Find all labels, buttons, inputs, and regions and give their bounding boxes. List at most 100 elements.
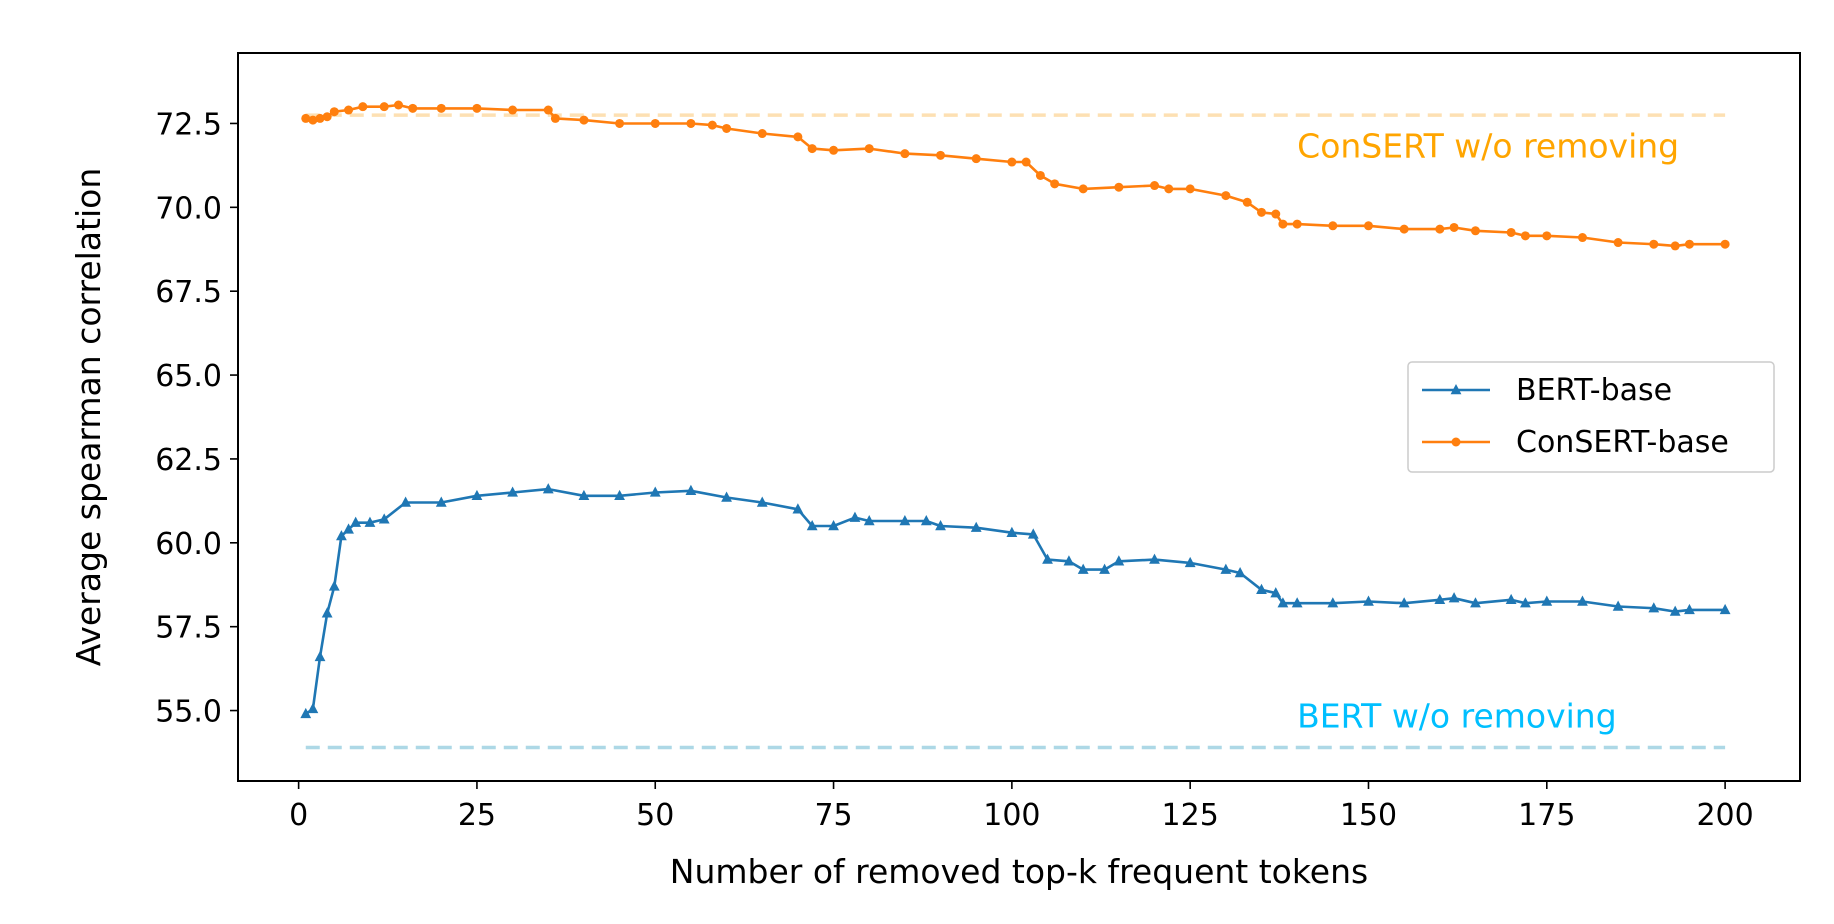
data-point	[471, 489, 483, 501]
data-point	[1448, 592, 1460, 603]
data-point	[1719, 603, 1731, 615]
data-point	[920, 515, 932, 526]
data-point	[1449, 222, 1459, 232]
y-tick-label: 60.0	[155, 527, 222, 562]
data-point	[1114, 182, 1124, 192]
data-point	[1063, 555, 1075, 566]
data-point	[329, 107, 339, 117]
data-point	[936, 150, 946, 160]
legend-label: ConSERT-base	[1516, 425, 1729, 460]
y-tick-label: 72.5	[155, 107, 222, 142]
y-tick-label: 55.0	[155, 695, 222, 730]
data-point	[722, 123, 732, 133]
data-point	[756, 496, 768, 507]
data-point	[1669, 605, 1681, 616]
plot-frame	[237, 52, 1801, 782]
data-point	[314, 650, 326, 662]
data-point	[1612, 600, 1624, 611]
data-point	[757, 129, 767, 139]
data-point	[315, 113, 325, 123]
data-point	[408, 103, 418, 113]
data-point	[307, 702, 319, 714]
data-point	[578, 489, 590, 501]
data-point	[1078, 184, 1088, 194]
data-point	[1327, 597, 1339, 608]
data-point	[793, 132, 803, 142]
data-point	[707, 120, 717, 130]
x-tick-label: 25	[458, 798, 496, 833]
data-point	[1021, 157, 1031, 167]
x-tick-label: 150	[1340, 798, 1397, 833]
data-point	[1185, 184, 1195, 194]
data-point	[721, 491, 732, 502]
data-point	[1649, 239, 1659, 249]
data-point	[649, 486, 661, 497]
data-point	[1042, 553, 1053, 564]
annotations: ConSERT w/o removing BERT w/o removing	[1297, 126, 1679, 735]
data-point	[1007, 157, 1017, 167]
y-axis-ticks: 55.0 57.5 60.0 62.5 65.0 67.5 70.0 72.5	[155, 107, 238, 730]
data-point	[308, 115, 318, 125]
y-tick-label: 57.5	[155, 611, 222, 646]
data-point	[1242, 197, 1252, 207]
data-point	[364, 516, 376, 527]
data-point	[1220, 563, 1232, 574]
data-point	[350, 516, 362, 527]
data-point	[1470, 597, 1481, 608]
data-point	[828, 520, 839, 531]
data-point	[829, 145, 839, 155]
data-point	[1234, 567, 1246, 578]
data-point	[1221, 191, 1231, 201]
data-point	[863, 515, 875, 526]
series-layer	[300, 100, 1731, 719]
x-tick-label: 125	[1162, 798, 1219, 833]
data-point	[1291, 597, 1303, 608]
data-point	[1470, 226, 1480, 236]
data-point	[900, 149, 910, 159]
data-point	[393, 100, 403, 110]
data-point	[1720, 239, 1730, 249]
x-axis-label: Number of removed top-k frequent tokens	[670, 852, 1368, 891]
data-point	[971, 154, 981, 164]
data-point	[1113, 555, 1125, 566]
data-point	[1541, 595, 1553, 606]
y-axis-label: Average spearman correlation	[69, 168, 108, 667]
data-point	[685, 484, 697, 496]
data-point	[1434, 593, 1446, 605]
data-point	[1271, 209, 1281, 219]
data-point	[400, 496, 412, 507]
data-point	[328, 580, 340, 591]
data-point	[472, 103, 482, 113]
data-point	[970, 521, 982, 532]
data-point	[1149, 553, 1160, 564]
data-point	[615, 118, 625, 128]
data-point	[1035, 170, 1045, 180]
data-point	[1184, 556, 1196, 568]
x-tick-label: 50	[636, 798, 674, 833]
data-point	[1270, 587, 1282, 598]
data-point	[935, 520, 946, 531]
data-point	[1077, 563, 1089, 574]
data-point	[899, 515, 911, 526]
data-point	[1363, 221, 1373, 231]
data-point	[358, 102, 368, 112]
x-tick-label: 0	[289, 798, 308, 833]
reference-lines	[305, 113, 1726, 750]
data-point	[321, 607, 333, 618]
data-point	[336, 530, 347, 541]
data-point	[343, 523, 354, 534]
data-point	[1542, 231, 1552, 241]
data-point	[1435, 224, 1445, 234]
data-point	[1670, 241, 1680, 251]
series-1	[301, 100, 1730, 251]
data-point	[1278, 219, 1288, 229]
data-point	[650, 118, 660, 128]
data-point	[1164, 184, 1174, 194]
y-tick-label: 65.0	[155, 359, 222, 394]
data-point	[344, 105, 354, 115]
data-point	[1577, 233, 1587, 243]
data-point	[379, 102, 389, 112]
data-point	[435, 496, 447, 507]
x-tick-label: 175	[1518, 798, 1575, 833]
data-point	[849, 511, 861, 522]
